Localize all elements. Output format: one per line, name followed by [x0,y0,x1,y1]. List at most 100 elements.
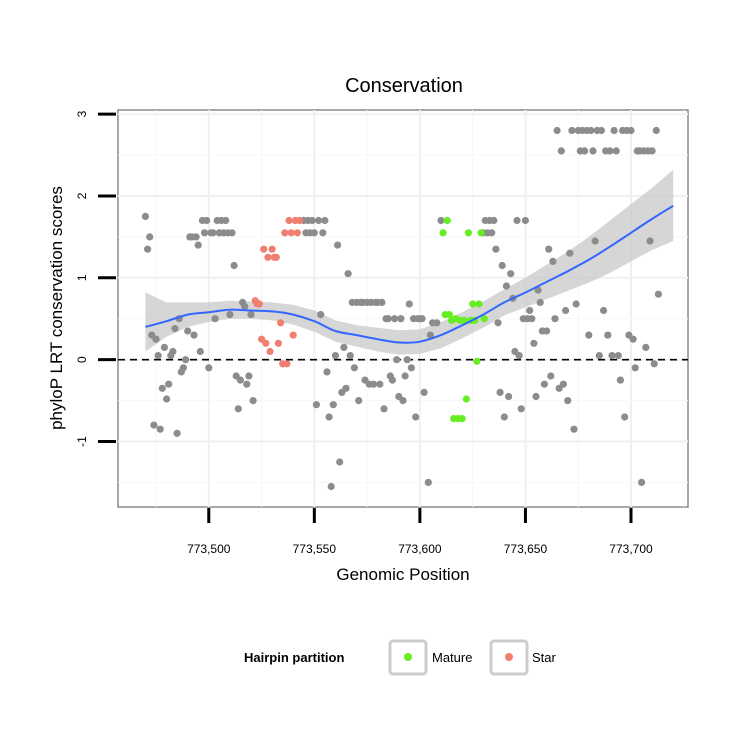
y-tick-label: 0 [75,356,89,363]
point-other [570,425,578,433]
point-other [315,216,323,225]
y-tick-label: 1 [75,274,89,281]
point-other [327,482,335,491]
point-other [521,216,530,225]
point-star [268,245,276,253]
point-star [262,339,270,347]
point-other [205,364,213,372]
y-tick-label: 3 [75,110,89,117]
point-other [403,356,411,364]
point-star [274,339,282,347]
point-mature [473,357,481,365]
point-other [241,302,249,311]
point-other [600,306,608,315]
point-other [319,229,327,237]
point-mature [460,316,468,324]
point-other [517,405,525,413]
point-other [500,413,508,421]
point-star [296,216,304,225]
point-other [236,376,244,384]
point-other [621,413,629,421]
y-tick-label: 2 [75,192,89,199]
point-other [160,343,168,351]
point-star [277,319,285,327]
point-other [321,216,329,225]
point-other [171,325,179,333]
point-other [650,360,658,368]
x-tick-label: 773,550 [293,542,337,556]
legend-label-mature: Mature [432,650,472,665]
point-other [344,270,352,278]
point-other [562,306,570,315]
y-axis-title: phyloP LRT conservation scores [47,186,66,430]
point-other [222,216,230,225]
point-other [190,331,198,339]
point-other [507,270,515,278]
point-other [433,319,441,327]
point-other [505,392,513,401]
point-other [228,229,236,237]
point-other [184,327,192,335]
point-other [201,229,209,237]
point-other [405,300,413,308]
point-other [564,397,572,405]
point-other [378,298,386,306]
point-other [192,233,200,241]
point-other [572,300,580,308]
point-other [169,347,177,356]
point-other [247,311,255,319]
point-other [627,126,635,135]
point-other [536,298,544,306]
point-other [340,343,348,351]
point-other [638,478,646,486]
x-tick-label: 773,500 [187,542,231,556]
point-other [515,352,523,360]
point-other [534,286,542,294]
point-other [325,413,333,421]
x-axis: 773,500 773,550 773,600 773,650 773,700 [187,508,653,556]
x-tick-label: 773,700 [609,542,653,556]
point-other [437,216,445,225]
point-other [553,126,561,135]
legend-swatch-star [505,653,513,661]
point-other [310,229,318,237]
point-other [629,335,637,343]
point-other [401,372,409,380]
point-other [211,315,219,323]
point-other [606,147,614,155]
point-other [418,315,426,323]
point-star [281,229,289,237]
point-other [526,306,534,315]
point-star [255,300,263,308]
point-other [492,245,500,253]
point-other [154,352,162,360]
point-other [234,405,242,413]
point-other [369,380,377,388]
point-other [597,126,606,135]
point-other [566,249,574,257]
point-other [631,364,639,372]
point-other [654,290,663,298]
x-tick-label: 773,600 [398,542,442,556]
point-other [342,384,350,392]
plot-area [117,109,689,508]
point-other [245,372,253,380]
point-other [146,233,154,241]
point-other [642,343,650,351]
point-other [646,237,654,245]
point-other [158,384,166,392]
point-other [156,425,164,433]
chart-title: Conservation [345,75,463,97]
point-other [412,413,420,421]
point-star [285,216,293,225]
point-other [543,327,551,335]
point-other [616,376,625,384]
point-mature [458,415,466,423]
point-other [391,315,399,323]
point-other [530,339,538,347]
point-other [230,261,238,270]
point-other [173,429,181,437]
point-other [559,380,568,388]
point-other [243,380,251,388]
point-other [380,405,388,413]
